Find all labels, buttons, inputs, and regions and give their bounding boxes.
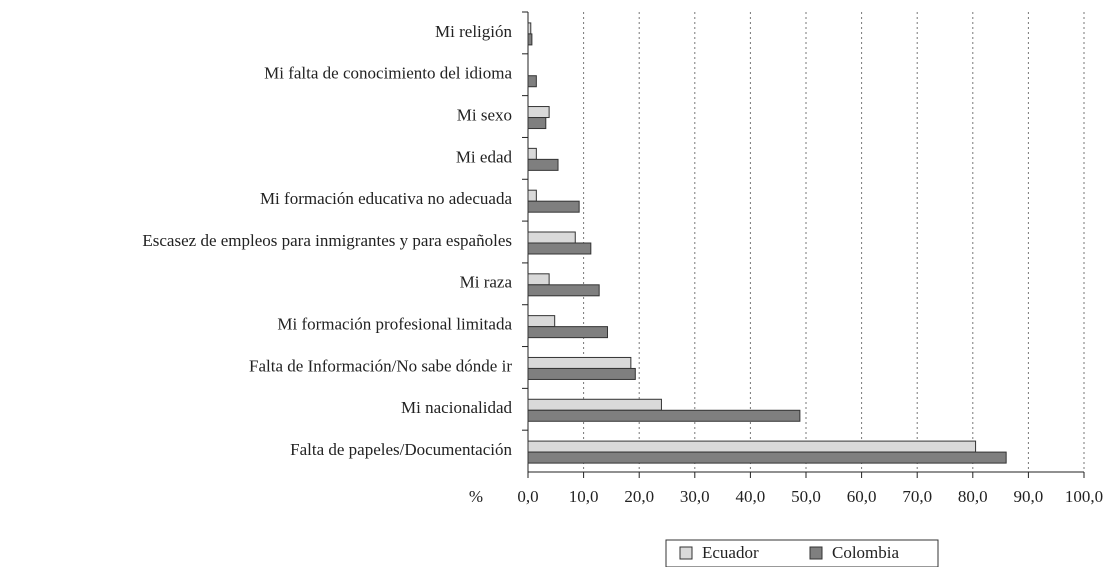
x-tick-label: 10,0 — [569, 487, 599, 506]
x-tick-label: 20,0 — [624, 487, 654, 506]
bar — [527, 451, 1007, 464]
bar — [527, 75, 537, 88]
x-tick-label: 80,0 — [958, 487, 988, 506]
bar — [527, 33, 533, 46]
bar — [527, 231, 576, 244]
y-tick-label: Mi formación educativa no adecuada — [260, 189, 513, 208]
y-tick-label: Mi falta de conocimiento del idioma — [264, 64, 512, 83]
x-tick-label: 60,0 — [847, 487, 877, 506]
bar — [527, 315, 556, 328]
x-tick-label: 50,0 — [791, 487, 821, 506]
bar — [527, 158, 559, 171]
bar — [527, 22, 532, 35]
legend-swatch — [809, 546, 823, 560]
x-tick-label: 0,0 — [517, 487, 538, 506]
bar — [527, 409, 801, 422]
legend-box — [665, 539, 939, 567]
bar — [527, 117, 547, 130]
bar — [527, 326, 609, 339]
bar — [527, 200, 580, 213]
x-tick-label: 30,0 — [680, 487, 710, 506]
legend-swatch — [679, 546, 693, 560]
bar — [527, 106, 550, 119]
y-tick-label: Mi raza — [460, 273, 513, 292]
bar — [527, 242, 592, 255]
bar — [527, 147, 537, 160]
bar — [527, 273, 550, 286]
bar — [527, 284, 600, 297]
y-tick-label: Mi nacionalidad — [401, 398, 512, 417]
x-tick-label: 90,0 — [1014, 487, 1044, 506]
x-tick-label: 100,0 — [1065, 487, 1103, 506]
bar — [527, 189, 537, 202]
y-tick-label: Escasez de empleos para inmigrantes y pa… — [142, 231, 512, 250]
y-tick-label: Falta de Información/No sabe dónde ir — [249, 356, 512, 375]
legend-label: Colombia — [832, 543, 900, 562]
y-tick-label: Falta de papeles/Documentación — [290, 440, 512, 459]
y-tick-label: Mi sexo — [457, 105, 512, 124]
bar — [527, 440, 977, 453]
y-tick-label: Mi edad — [456, 147, 513, 166]
legend-label: Ecuador — [702, 543, 759, 562]
bar — [527, 398, 662, 411]
y-tick-label: Mi formación profesional limitada — [277, 315, 512, 334]
x-tick-label: 70,0 — [902, 487, 932, 506]
x-tick-label: 40,0 — [736, 487, 766, 506]
x-axis-label: % — [469, 487, 483, 506]
y-tick-label: Mi religión — [435, 22, 512, 41]
bar — [527, 356, 632, 369]
bar — [527, 367, 636, 380]
